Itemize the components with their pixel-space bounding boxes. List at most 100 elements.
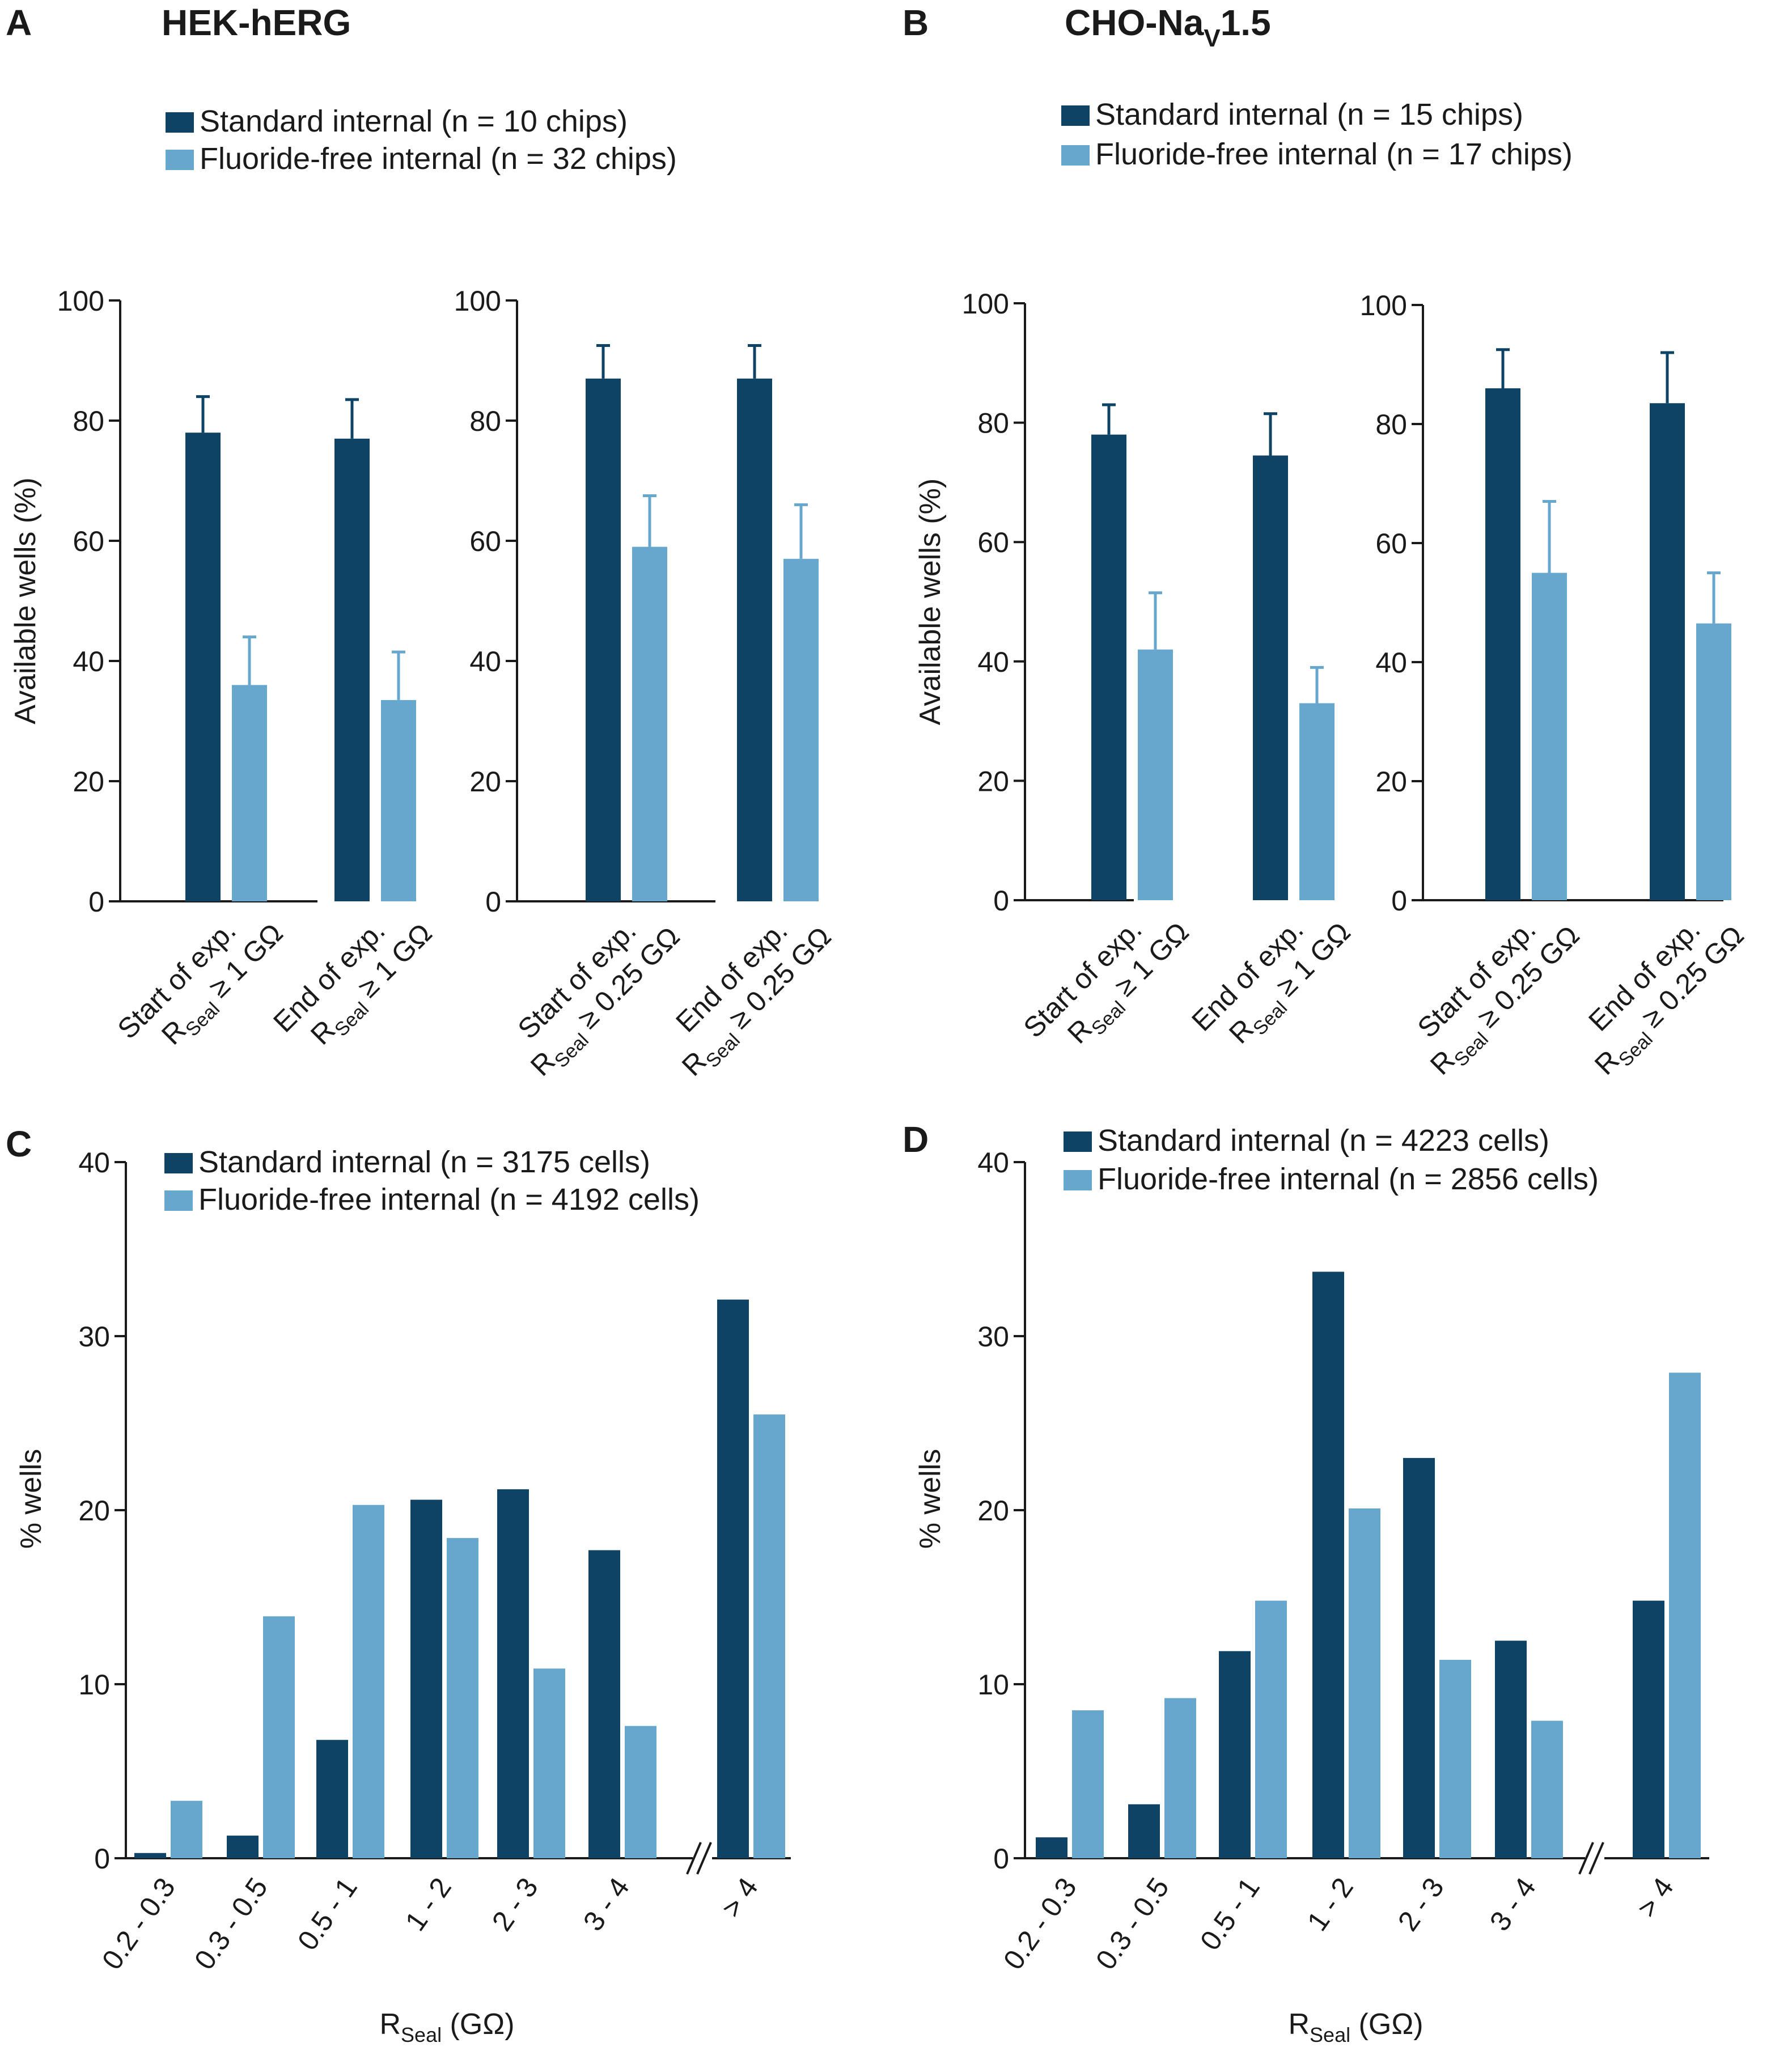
- chart-c-rseal-distribution: 0 10 20 30 40 % wells 0.2 - 0.3 0.3 - 0.5 0.5 - …: [15, 1147, 791, 2046]
- bar-fluoride-free: [783, 558, 819, 901]
- y-tick-label: 100: [454, 285, 501, 317]
- bar-standard: [1495, 1641, 1527, 1858]
- panel-letter-b: B: [903, 2, 929, 43]
- chart-a-rseal-1gohm: 0 20 40 60 80 100 Available wells (%) Start of …: [9, 285, 442, 1074]
- panel-letter-d: D: [903, 1119, 929, 1160]
- y-axis-title: Available wells (%): [914, 478, 947, 725]
- bar-standard: [1485, 388, 1520, 900]
- axis-break-mark: [696, 1842, 712, 1875]
- bar-standard: [586, 378, 621, 901]
- category-label-r: R: [304, 1014, 341, 1050]
- x-tick-label: 3 - 4: [577, 1872, 636, 1936]
- category-label: Start of exp.RSeal ≥ 0.25 GΩ: [1399, 895, 1590, 1085]
- category-label-r: R: [1061, 1012, 1098, 1049]
- y-axis-title: % wells: [914, 1449, 947, 1549]
- y-tick-label: 0: [94, 1843, 110, 1875]
- y-tick-label: 40: [73, 646, 104, 677]
- legend-d-fluoride-swatch: [1064, 1170, 1092, 1190]
- y-tick-label: 60: [977, 527, 1009, 558]
- y-tick-label: 20: [78, 1495, 110, 1527]
- y-tick-label: 40: [977, 646, 1009, 678]
- y-tick-label: 100: [57, 285, 104, 317]
- x-axis-title-r: R: [1288, 2008, 1310, 2041]
- category-label: End of exp.RSeal ≥ 0.25 GΩ: [1564, 895, 1754, 1085]
- bar-fluoride-free: [171, 1800, 202, 1858]
- y-tick-label: 0: [1391, 885, 1407, 917]
- bar-standard: [134, 1853, 166, 1858]
- bar-fluoride-free: [753, 1414, 785, 1858]
- chart-b-rseal-025gohm: 0 20 40 60 80 100 Start of exp.RSeal ≥ 0.25 GΩ…: [1360, 290, 1754, 1085]
- y-axis-title: Available wells (%): [9, 477, 42, 724]
- bar-standard: [1091, 434, 1126, 900]
- panel-letter-c: C: [6, 1124, 32, 1164]
- category-label-r: R: [155, 1014, 192, 1050]
- bar-fluoride-free: [533, 1668, 565, 1858]
- category-label: End of exp.RSeal ≥ 0.25 GΩ: [651, 896, 841, 1086]
- bar-standard: [185, 433, 221, 901]
- category-label: Start of exp.RSeal ≥ 0.25 GΩ: [499, 896, 690, 1086]
- bar-fluoride-free: [1072, 1710, 1104, 1858]
- x-tick-label: 2 - 3: [1392, 1872, 1450, 1936]
- x-tick-label: 0.5 - 1: [1194, 1872, 1266, 1956]
- chart-d-rseal-distribution: 0 10 20 30 40 % wells 0.2 - 0.3 0.3 - 0.5 0.5 - …: [914, 1147, 1709, 2046]
- x-axis-title-rest: (GΩ): [442, 2008, 514, 2041]
- bar-standard: [1312, 1272, 1344, 1858]
- bar-standard: [1403, 1457, 1435, 1858]
- y-tick-label: 20: [73, 766, 104, 798]
- category-label: Start of exp.RSeal ≥ 1 GΩ: [1018, 891, 1200, 1073]
- x-tick-label: 1 - 2: [1301, 1872, 1359, 1936]
- panel-letter-a: A: [6, 2, 32, 43]
- legend-b-standard-text: Standard internal (n = 15 chips): [1095, 98, 1523, 132]
- bar-fluoride-free: [1696, 623, 1731, 900]
- x-axis-title: RSeal (GΩ): [379, 2008, 514, 2046]
- axis-break-mark: [1588, 1842, 1604, 1875]
- chart-b-rseal-1gohm: 0 20 40 60 80 100 Available wells (%) Start of …: [914, 288, 1361, 1073]
- x-axis-title-rest: (GΩ): [1350, 2008, 1423, 2041]
- x-axis-title-r: R: [379, 2008, 401, 2041]
- y-tick-label: 0: [993, 1843, 1009, 1875]
- x-tick-label: 0.2 - 0.3: [997, 1872, 1083, 1975]
- bar-standard: [227, 1836, 259, 1858]
- y-tick-label: 40: [469, 646, 501, 677]
- x-tick-label: > 4: [715, 1872, 764, 1923]
- legend-c-standard-text: Standard internal (n = 3175 cells): [198, 1145, 650, 1179]
- bar-fluoride-free: [263, 1616, 295, 1858]
- x-tick-label: 2 - 3: [486, 1872, 544, 1936]
- y-tick-label: 80: [469, 405, 501, 437]
- x-axis-title: RSeal (GΩ): [1288, 2008, 1423, 2046]
- x-tick-label: 0.5 - 1: [291, 1872, 363, 1956]
- axis-break-mark: [686, 1842, 702, 1875]
- y-tick-label: 40: [1375, 647, 1407, 679]
- legend-d-standard-text: Standard internal (n = 4223 cells): [1098, 1124, 1549, 1158]
- y-tick-label: 100: [962, 288, 1009, 320]
- legend-c-fluoride-swatch: [164, 1190, 193, 1211]
- title-b-tail: 1.5: [1221, 2, 1271, 43]
- legend-a-fluoride-text: Fluoride-free internal (n = 32 chips): [200, 142, 677, 176]
- y-tick-label: 60: [73, 525, 104, 557]
- bar-standard: [410, 1499, 442, 1858]
- y-tick-label: 0: [88, 886, 104, 918]
- y-tick-label: 20: [469, 766, 501, 798]
- y-tick-label: 30: [977, 1321, 1009, 1353]
- bar-fluoride-free: [1349, 1508, 1380, 1858]
- bar-fluoride-free: [232, 685, 267, 901]
- bar-fluoride-free: [625, 1726, 656, 1858]
- legend-b-fluoride-swatch: [1061, 145, 1090, 166]
- bar-standard: [1219, 1651, 1251, 1858]
- x-tick-label: 0.2 - 0.3: [96, 1872, 181, 1975]
- bar-fluoride-free: [1164, 1698, 1196, 1858]
- x-tick-label: 1 - 2: [399, 1872, 457, 1936]
- legend-a-standard-swatch: [166, 112, 194, 133]
- axis-break-mark: [1578, 1842, 1594, 1875]
- category-label: Start of exp.RSeal ≥ 1 GΩ: [112, 892, 294, 1074]
- y-tick-label: 10: [78, 1669, 110, 1701]
- category-label: End of exp.RSeal ≥ 1 GΩ: [1185, 891, 1361, 1066]
- category-label-r: R: [1588, 1044, 1625, 1081]
- category-label: End of exp.RSeal ≥ 1 GΩ: [267, 892, 442, 1067]
- y-tick-label: 80: [73, 405, 104, 437]
- bar-standard: [497, 1489, 529, 1858]
- y-tick-label: 60: [469, 525, 501, 557]
- category-label-r: R: [1424, 1044, 1461, 1081]
- bar-standard: [316, 1740, 348, 1858]
- y-tick-label: 0: [485, 886, 501, 918]
